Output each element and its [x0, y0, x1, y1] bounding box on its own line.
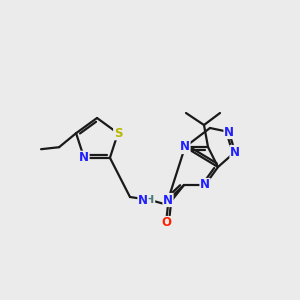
Text: H: H	[146, 195, 154, 205]
Text: N: N	[163, 194, 173, 206]
Text: O: O	[161, 217, 171, 230]
Text: N: N	[79, 151, 89, 164]
Text: N: N	[230, 146, 240, 158]
Text: N: N	[180, 140, 190, 154]
Text: N: N	[200, 178, 210, 191]
Text: S: S	[114, 127, 122, 140]
Text: N: N	[138, 194, 148, 206]
Text: N: N	[224, 125, 234, 139]
